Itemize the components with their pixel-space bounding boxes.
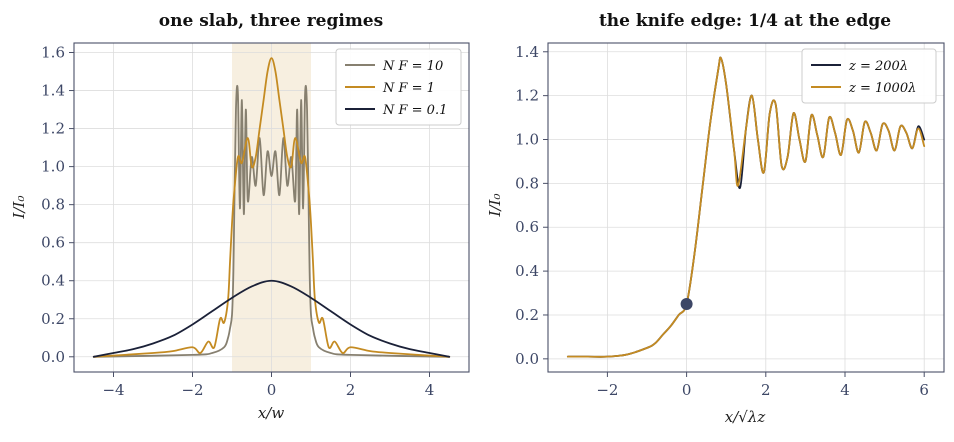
x-tick-label: 2 (761, 381, 771, 399)
x-tick-label: 2 (346, 381, 356, 399)
marked-point (680, 298, 693, 311)
x-tick-label: −4 (102, 381, 124, 399)
legend-label: N F = 0.1 (382, 103, 447, 118)
x-tick-label: 4 (425, 381, 435, 399)
y-tick-label: 1.0 (41, 158, 65, 176)
legend-label: N F = 10 (382, 59, 443, 74)
y-tick-label: 1.2 (41, 120, 65, 138)
x-axis-label: x/w (258, 404, 285, 422)
y-tick-label: 1.6 (41, 44, 65, 62)
x-tick-label: 6 (919, 381, 929, 399)
y-tick-label: 0.8 (515, 174, 539, 192)
y-tick-label: 0.2 (41, 310, 65, 328)
chart-fresnel-regimes: one slab, three regimes −4 −2 0 2 4 0.0 0.2 0.4… (10, 11, 470, 422)
legend-label: z = 1000λ (848, 81, 916, 96)
series-line-0 (92, 84, 451, 358)
y-tick-label: 1.4 (41, 82, 65, 100)
y-axis-label: I/I₀ (486, 194, 504, 218)
x-tick-label: −2 (596, 381, 618, 399)
y-tick-label: 0.0 (41, 348, 65, 366)
plot-area: −2 0 2 4 60.00.20.40.60.81.01.21.4z = 200λz … (515, 42, 945, 399)
y-tick-label: 1.2 (515, 87, 539, 105)
legend: z = 200λ z = 1000λ (801, 48, 937, 104)
y-tick-label: 0.0 (515, 350, 539, 368)
y-tick-label: 0.4 (515, 262, 539, 280)
legend-label: z = 200λ (848, 59, 908, 74)
plot-frame (547, 42, 945, 373)
y-tick-label: 1.0 (515, 131, 539, 149)
plot-area: −4 −2 0 2 4 0.0 0.2 0.4 0.6 0.8 1.0 1.2 1.4 1.6 N F = … (41, 42, 470, 399)
x-tick-label: −2 (181, 381, 203, 399)
y-tick-label: 0.6 (515, 218, 539, 236)
chart-title: one slab, three regimes (159, 11, 383, 31)
legend: N F = 10 N F = 1 N F = 0.1 (335, 48, 462, 126)
legend-label: N F = 1 (382, 81, 435, 96)
y-tick-label: 1.4 (515, 43, 539, 61)
x-axis-label: x/√λz (725, 408, 766, 426)
x-tick-label: 0 (267, 381, 277, 399)
y-tick-label: 0.8 (41, 196, 65, 214)
x-tick-label: 4 (840, 381, 850, 399)
legend-box (335, 48, 462, 126)
series-line-1 (566, 56, 926, 358)
chart-title: the knife edge: 1/4 at the edge (599, 11, 891, 31)
x-tick-label: 0 (682, 381, 692, 399)
series-line-2 (92, 279, 451, 358)
series-line-1 (92, 57, 451, 358)
y-tick-label: 0.2 (515, 306, 539, 324)
legend-box (801, 48, 937, 104)
y-tick-label: 0.4 (41, 272, 65, 290)
y-axis-label: I/I₀ (10, 196, 28, 220)
y-tick-label: 0.6 (41, 234, 65, 252)
chart-knife-edge: the knife edge: 1/4 at the edge −2 0 2 4 6 0.… (486, 11, 945, 426)
